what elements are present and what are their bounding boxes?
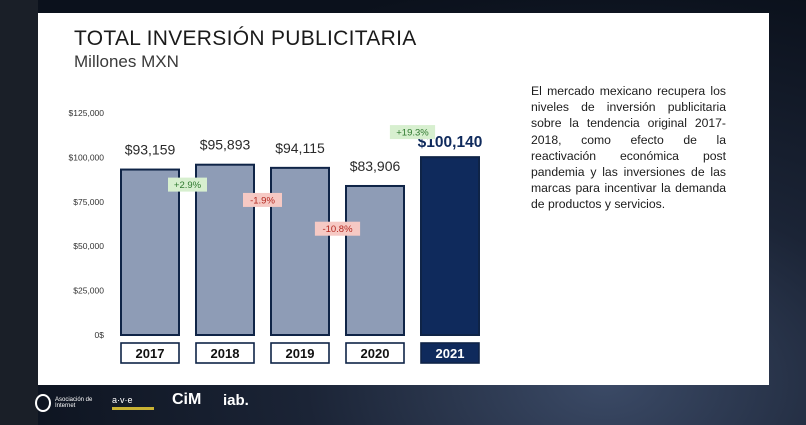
bar-chart: 0$ $25,000 $50,000 $75,000 $100,000 $125,000 $… <box>69 108 482 364</box>
x-tick-label: 2021 <box>436 346 465 361</box>
bar-value-label: $83,906 <box>350 158 401 174</box>
growth-badge <box>389 125 436 140</box>
x-tick-label: 2017 <box>136 346 165 361</box>
asociacion-de-internet-mark-icon <box>35 394 51 412</box>
bar <box>420 156 480 336</box>
x-tick-label: 2019 <box>286 346 315 361</box>
bar <box>345 184 405 336</box>
y-tick-label: 0$ <box>95 330 105 340</box>
y-tick-label: $100,000 <box>69 152 105 162</box>
y-tick-label: $50,000 <box>73 241 104 251</box>
category-box <box>120 342 180 364</box>
bar-value-label: $95,893 <box>200 137 251 153</box>
growth-label: +19.3% <box>396 128 429 139</box>
bar <box>120 168 180 336</box>
growth-label: +2.9% <box>174 180 202 191</box>
category-box <box>270 342 330 364</box>
y-tick-label: $25,000 <box>73 286 104 296</box>
bar-value-label: $93,159 <box>125 142 176 158</box>
bar-value-label: $94,115 <box>275 140 325 156</box>
ave-logo-underline <box>112 407 154 410</box>
ave-logo: a·v·e <box>112 395 154 410</box>
asociacion-de-internet-logo: Asociación de Internet <box>35 394 95 412</box>
growth-badge <box>314 221 361 236</box>
growth-badge <box>243 192 282 207</box>
growth-badge <box>168 177 207 192</box>
description-text: El mercado mexicano recupera los niveles… <box>531 84 726 212</box>
slide-card: TOTAL INVERSIÓN PUBLICITARIA Millones MX… <box>38 13 769 385</box>
bar <box>270 166 330 336</box>
x-tick-label: 2018 <box>211 346 240 361</box>
page-title: TOTAL INVERSIÓN PUBLICITARIA <box>74 27 417 50</box>
x-tick-label: 2020 <box>361 346 390 361</box>
growth-label: -1.9% <box>250 195 275 206</box>
y-tick-label: $75,000 <box>73 197 104 207</box>
category-box <box>195 342 255 364</box>
page-subtitle: Millones MXN <box>74 52 179 71</box>
left-strip <box>0 0 38 425</box>
footer-logos: Asociación de Internet a·v·e CiM iab. <box>0 386 806 425</box>
category-box <box>345 342 405 364</box>
iab-logo: iab. <box>223 392 249 409</box>
category-box <box>420 342 480 364</box>
cim-logo: CiM <box>172 391 202 408</box>
y-tick-label: $125,000 <box>69 108 105 118</box>
growth-label: -10.8% <box>322 224 353 235</box>
